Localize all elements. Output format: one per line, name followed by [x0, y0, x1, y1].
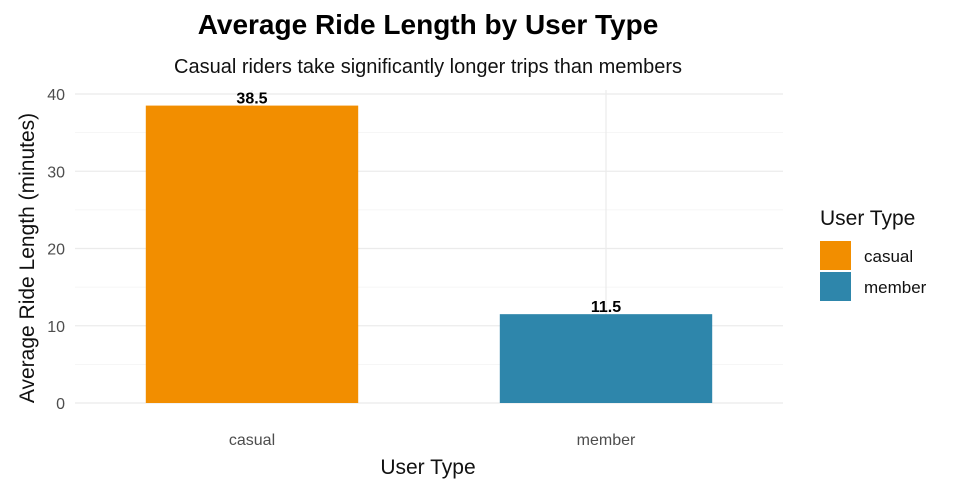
y-tick-label: 0	[56, 396, 65, 413]
legend-key-member	[820, 272, 851, 301]
data-label-casual: 38.5	[236, 91, 267, 108]
legend: User Type casual member	[820, 207, 927, 301]
bars: 38.5 11.5	[145, 91, 713, 404]
y-tick-label: 10	[47, 319, 65, 336]
x-tick-label: casual	[229, 432, 275, 449]
y-tick-label: 20	[47, 242, 65, 259]
legend-label-member: member	[864, 278, 927, 297]
x-axis-title: User Type	[380, 456, 475, 479]
bar-casual	[145, 105, 359, 404]
bar-member	[499, 314, 713, 403]
chart-title: Average Ride Length by User Type	[198, 9, 659, 40]
chart-subtitle: Casual riders take significantly longer …	[174, 56, 682, 78]
legend-key-casual	[820, 241, 851, 270]
x-axis-ticks: casual member	[229, 432, 636, 449]
y-tick-label: 30	[47, 164, 65, 181]
x-tick-label: member	[577, 432, 636, 449]
y-tick-label: 40	[47, 87, 65, 104]
legend-title: User Type	[820, 207, 915, 230]
y-axis-title: Average Ride Length (minutes)	[16, 113, 39, 403]
data-label-member: 11.5	[591, 299, 621, 316]
y-axis-ticks: 0 10 20 30 40	[47, 87, 65, 413]
legend-label-casual: casual	[864, 247, 913, 266]
